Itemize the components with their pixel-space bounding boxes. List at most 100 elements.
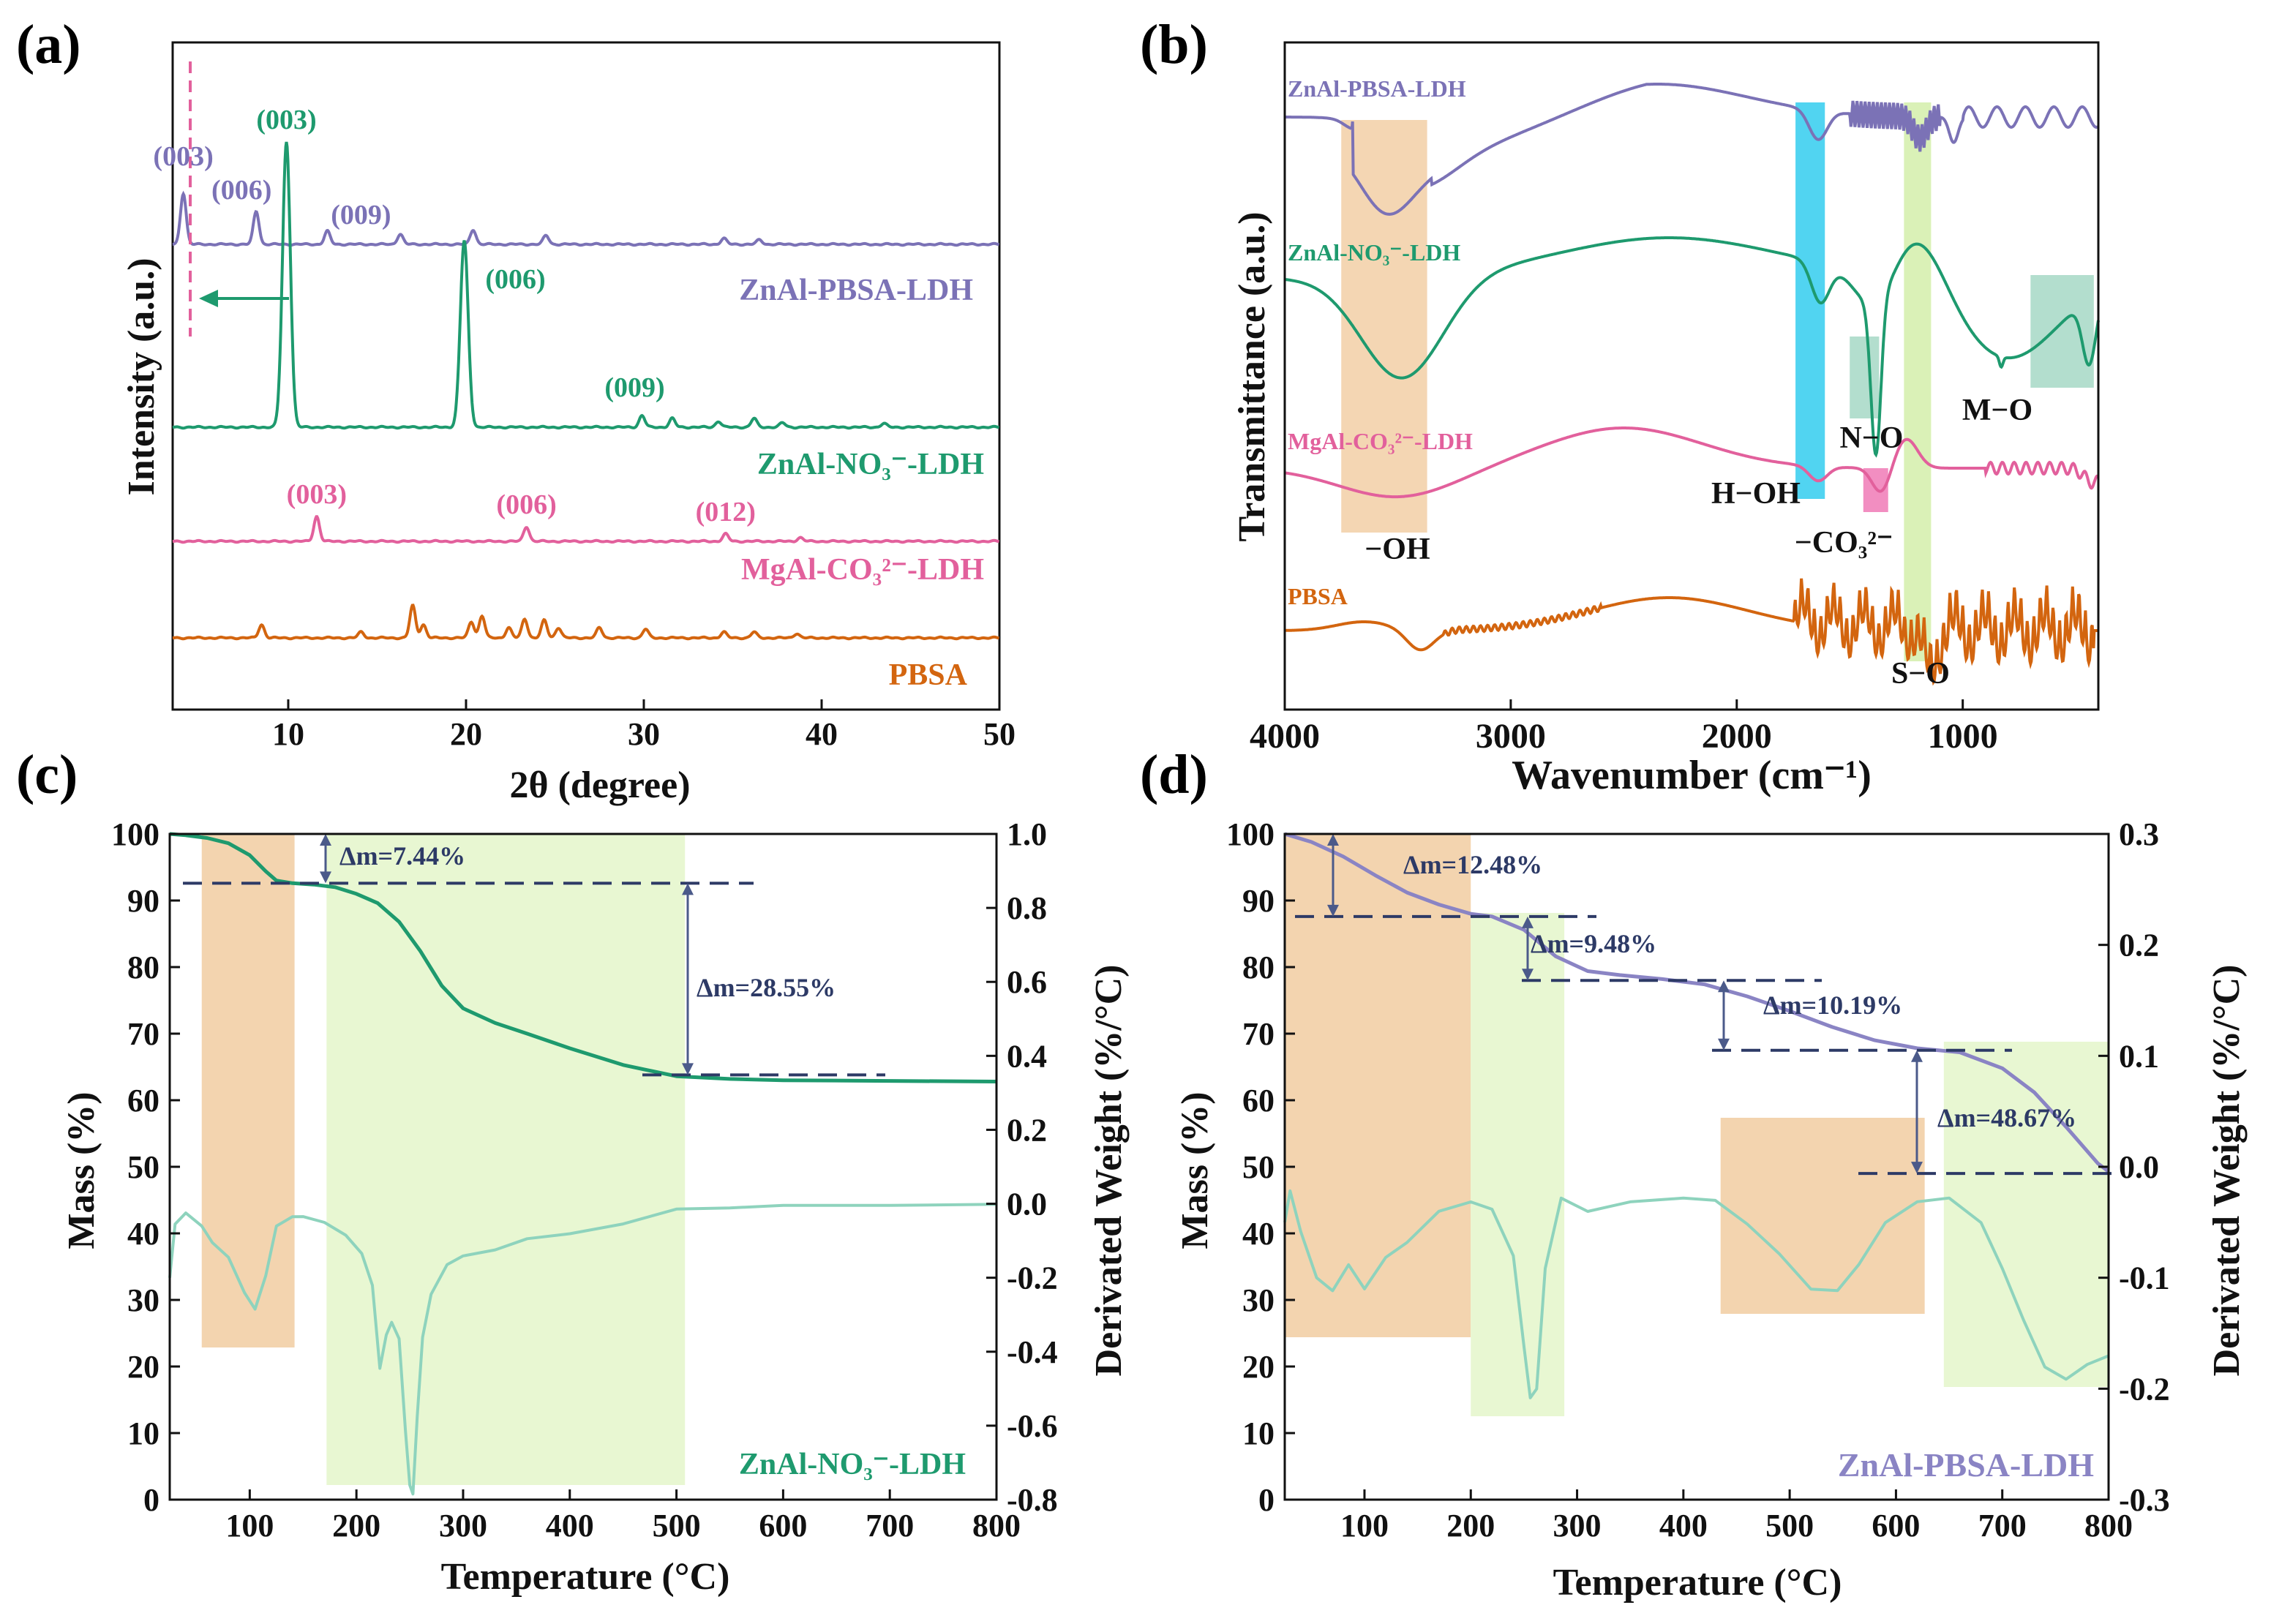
y2-tick-label: -0.2 — [2119, 1371, 2170, 1407]
y2-tick-label: -0.8 — [1007, 1482, 1058, 1518]
y-tick-label: 70 — [1242, 1016, 1275, 1052]
panel-c-ticks: 100 200 300 400 500 600 700 800 0 10 20 30 40 50 60 70 8… — [111, 816, 1058, 1544]
y-tick-label: 80 — [1242, 950, 1275, 985]
x-tick-label: 700 — [1978, 1508, 2027, 1544]
delta-mass-label: Δm=7.44% — [339, 841, 465, 871]
shaded-region — [1720, 1118, 1925, 1314]
panel-d-shaded-regions — [1285, 834, 2109, 1416]
arrow-head-icon — [682, 883, 694, 895]
panel-d-tga: (d) Δm=12.48%Δm=9.48%Δm=10.19%Δm=48.67% … — [1140, 744, 2248, 1604]
y2-tick-label: -0.1 — [2119, 1260, 2170, 1296]
y2-tick-label: 0.1 — [2119, 1038, 2159, 1074]
peak-label: (009) — [331, 200, 391, 230]
x-tick-label: 200 — [332, 1508, 380, 1544]
y2-tick-label: 0.0 — [2119, 1149, 2159, 1185]
y-tick-label: 20 — [1242, 1349, 1275, 1385]
panel-d-x-axis-label: Temperature (°C) — [1553, 1562, 1842, 1604]
panel-a-frame — [171, 41, 1001, 711]
arrow-head-icon — [1327, 834, 1339, 846]
y2-tick-label: -0.3 — [2119, 1482, 2170, 1518]
y2-tick-label: 0.0 — [1007, 1187, 1047, 1222]
panel-a-letter: (a) — [16, 14, 81, 75]
panel-a-xrd: (a) 10 20 30 40 50 (003)(006)(009)(003)(006)… — [16, 14, 1016, 806]
peak-label: (003) — [287, 479, 347, 510]
panel-a-label-mg-co3: MgAl-CO₃²⁻-LDH — [741, 553, 984, 587]
panel-b-label-mg-co3: MgAl-CO₃²⁻-LDH — [1288, 428, 1473, 454]
panel-d-mass-loss-markers: Δm=12.48% Δm=9.48% Δm=10.19% Δm=48.67% — [1295, 834, 2114, 1176]
panel-d-letter: (d) — [1140, 744, 1208, 805]
shaded-region — [201, 834, 295, 1347]
panel-c-derivative-curve — [168, 1203, 997, 1496]
panel-c-tga: (c) Δm=7.44%Δm=28.55% 100 200 300 400 500 600… — [16, 744, 1130, 1598]
x-tick-label: 20 — [450, 716, 482, 752]
peak-label: (009) — [604, 372, 664, 403]
y2-tick-label: 0.2 — [1007, 1112, 1047, 1148]
x-tick-label: 400 — [546, 1508, 594, 1544]
derivative-weight-line — [168, 1203, 997, 1496]
delta-mass-label: Δm=28.55% — [697, 973, 836, 1002]
peak-label: (006) — [496, 489, 556, 520]
peak-label: (006) — [211, 175, 271, 206]
delta-mass-label: Δm=10.19% — [1763, 990, 1902, 1020]
y2-tick-label: 0.8 — [1007, 890, 1047, 926]
panel-a-shift-arrow — [199, 290, 289, 307]
y2-tick-label: 0.3 — [2119, 816, 2159, 852]
panel-b-frame — [1283, 41, 2100, 711]
arrow-head-icon — [1911, 1162, 1923, 1174]
panel-a-y-axis-label: Intensity (a.u.) — [121, 257, 162, 495]
y-tick-label: 80 — [127, 950, 159, 985]
y2-tick-label: 0.2 — [2119, 928, 2159, 963]
peak-label: (003) — [256, 105, 316, 135]
band-label-mo: M−O — [1962, 394, 2032, 427]
y-tick-label: 20 — [127, 1349, 159, 1385]
y-tick-label: 30 — [1242, 1282, 1275, 1318]
panel-c-x-axis-label: Temperature (°C) — [441, 1556, 730, 1598]
ftir-series-line — [1285, 83, 2100, 216]
panel-b-bands — [1341, 102, 2094, 661]
band-highlight — [1904, 102, 1932, 661]
y-tick-label: 60 — [127, 1083, 159, 1119]
band-label-oh: −OH — [1365, 533, 1430, 566]
x-tick-label: 800 — [972, 1508, 1021, 1544]
arrow-head-icon — [1522, 916, 1534, 928]
y-tick-label: 60 — [1242, 1083, 1275, 1119]
x-tick-label: 4000 — [1250, 717, 1320, 756]
y-tick-label: 40 — [1242, 1216, 1275, 1252]
band-label-co3: −CO₃²⁻ — [1795, 526, 1893, 560]
x-tick-label: 600 — [759, 1508, 807, 1544]
panel-a-label-zn-no3: ZnAl-NO₃⁻-LDH — [757, 448, 984, 481]
panel-a-x-ticks: 10 20 30 40 50 — [272, 699, 1016, 752]
arrow-head-icon — [682, 1063, 694, 1075]
panel-d-derivative-curve — [1283, 1189, 2109, 1399]
shaded-region — [326, 834, 686, 1485]
x-tick-label: 600 — [1872, 1508, 1920, 1544]
y2-tick-label: 0.4 — [1007, 1038, 1047, 1074]
arrow-head-icon — [1718, 1038, 1730, 1050]
ftir-series-line — [1284, 236, 2100, 458]
panel-b-label-pbsa: PBSA — [1288, 583, 1348, 609]
arrow-head-icon — [1718, 980, 1730, 993]
y-tick-label: 0 — [1258, 1482, 1275, 1518]
delta-mass-label: Δm=48.67% — [1937, 1103, 2076, 1132]
xrd-series-line — [172, 604, 999, 641]
shaded-region — [1285, 834, 1471, 1337]
y-tick-label: 90 — [127, 883, 159, 919]
y2-tick-label: 0.6 — [1007, 964, 1047, 1000]
panel-a-series — [172, 141, 999, 641]
arrow-head-icon — [320, 871, 331, 884]
ftir-series-line — [1284, 426, 2100, 499]
arrow-head-icon — [320, 834, 331, 846]
panel-a-peak-labels: (003)(006)(009)(003)(006)(009)(003) (006)… — [153, 105, 755, 527]
x-tick-label: 500 — [1765, 1508, 1814, 1544]
y-tick-label: 50 — [127, 1149, 159, 1185]
x-tick-label: 700 — [866, 1508, 914, 1544]
band-highlight — [2030, 275, 2094, 388]
panel-d-y-axis-label: Mass (%) — [1174, 1091, 1216, 1249]
panel-c-sample-label: ZnAl-NO₃⁻-LDH — [739, 1448, 966, 1481]
panel-a-x-axis-label: 2θ (degree) — [509, 764, 690, 806]
x-tick-label: 10 — [272, 716, 304, 752]
mass-loss-line — [1284, 832, 2110, 1173]
y-tick-label: 30 — [127, 1282, 159, 1318]
y-tick-label: 40 — [127, 1216, 159, 1252]
panel-c-shaded-regions — [201, 834, 686, 1485]
